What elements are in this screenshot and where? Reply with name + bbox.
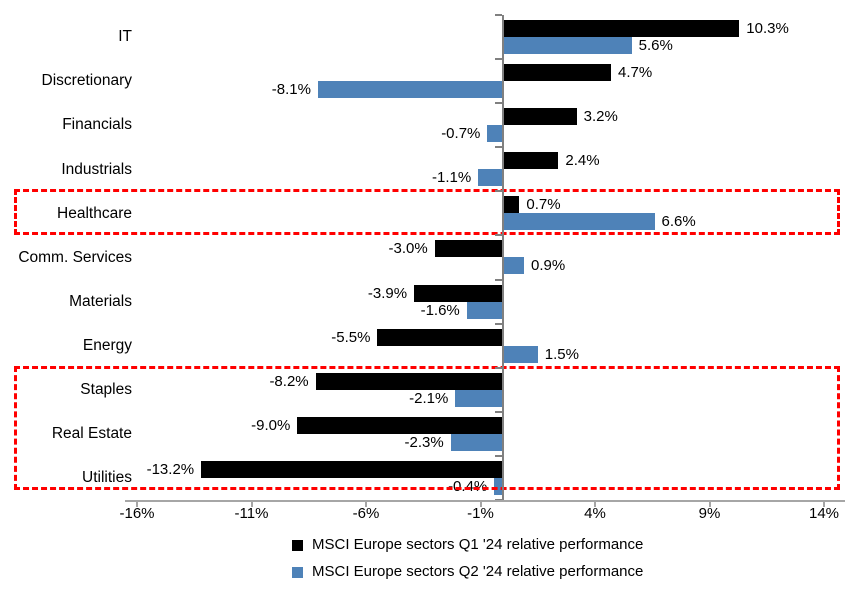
- category-axis-tick: [495, 234, 503, 237]
- legend-swatch-q2-icon: [292, 566, 303, 578]
- value-label-q2-8: -2.1%: [409, 389, 449, 407]
- category-axis-tick: [495, 410, 503, 413]
- value-axis-tick: [365, 500, 367, 507]
- q2-bar-3: [478, 169, 504, 187]
- value-axis-tick: [479, 500, 482, 507]
- value-label-q1-9: -9.0%: [251, 416, 291, 434]
- value-label-q1-10: -13.2%: [146, 460, 195, 478]
- value-label-q2-6: -1.6%: [420, 301, 460, 319]
- legend-label-q2: MSCI Europe sectors Q2 '24 relative perf…: [312, 563, 644, 580]
- value-axis-tick-label-5: 9%: [698, 505, 721, 522]
- value-label-q2-3: -1.1%: [432, 169, 472, 187]
- q2-bar-10: [494, 477, 504, 495]
- category-axis-tick: [495, 58, 503, 61]
- category-axis-tick: [495, 278, 503, 281]
- q2-bar-6: [466, 301, 504, 319]
- category-label-it: IT: [118, 28, 132, 46]
- value-label-q2-5: 0.9%: [531, 257, 566, 275]
- category-axis-tick: [495, 190, 503, 193]
- category-label-healthcare: Healthcare: [57, 204, 132, 222]
- value-axis-tick-label-2: -6%: [352, 505, 380, 522]
- q1-bar-5: [434, 240, 504, 258]
- q2-bar-7: [503, 345, 538, 363]
- value-label-q1-5: -3.0%: [388, 240, 428, 258]
- q2-bar-1: [317, 81, 504, 99]
- category-label-staples: Staples: [80, 381, 132, 398]
- value-axis-tick: [594, 500, 596, 507]
- q2-bar-2: [487, 125, 504, 143]
- value-label-q1-0: 10.3%: [746, 20, 789, 37]
- value-label-q2-4: 6.6%: [661, 213, 696, 231]
- value-axis-tick: [823, 500, 825, 507]
- q2-bar-9: [450, 433, 504, 451]
- category-label-real-estate: Real Estate: [51, 425, 132, 443]
- value-label-q1-7: -5.5%: [331, 328, 371, 346]
- value-label-q1-2: 3.2%: [583, 108, 618, 126]
- q1-bar-2: [503, 108, 577, 126]
- healthcare-highlight-box: [14, 189, 840, 236]
- value-axis-tick-label-4: 4%: [584, 505, 606, 522]
- q1-bar-1: [503, 64, 612, 82]
- value-axis-tick-label-6: 14%: [808, 505, 840, 522]
- q2-bar-0: [503, 37, 632, 54]
- legend-label-q1: MSCI Europe sectors Q1 '24 relative perf…: [312, 536, 644, 553]
- value-label-q1-4: 0.7%: [526, 196, 561, 214]
- q1-bar-4: [503, 196, 520, 214]
- value-axis-tick: [250, 500, 253, 507]
- value-axis-tick-label-1: -11%: [234, 505, 269, 522]
- category-label-discretionary: Discretionary: [41, 72, 132, 90]
- value-label-q1-1: 4.7%: [618, 64, 653, 82]
- value-axis-tick: [708, 500, 711, 507]
- q2-bar-8: [455, 389, 504, 407]
- category-label-materials: Materials: [69, 292, 132, 310]
- category-axis-line: [502, 15, 505, 500]
- category-axis-tick: [495, 454, 503, 457]
- category-axis-tick: [495, 366, 503, 369]
- legend-item-q2: MSCI Europe sectors Q2 '24 relative perf…: [292, 563, 643, 581]
- legend-swatch-q1-icon: [292, 539, 303, 551]
- value-label-q2-2: -0.7%: [441, 125, 481, 143]
- category-label-industrials: Industrials: [61, 160, 132, 178]
- category-label-comm-services: Comm. Services: [18, 248, 132, 266]
- category-axis-tick: [495, 146, 503, 149]
- q1-bar-7: [377, 328, 504, 346]
- staples-realestate-utilities-highlight-box: [14, 365, 840, 490]
- q1-bar-6: [414, 284, 504, 302]
- category-axis-tick: [495, 102, 503, 105]
- category-label-utilities: Utilities: [82, 469, 132, 487]
- value-label-q2-0: 5.6%: [638, 37, 673, 54]
- value-label-q2-10: -0.4%: [448, 477, 488, 495]
- value-axis-tick: [136, 500, 138, 507]
- category-label-energy: Energy: [82, 336, 132, 354]
- value-label-q2-7: 1.5%: [544, 345, 579, 363]
- legend-item-q1: MSCI Europe sectors Q1 '24 relative perf…: [292, 536, 643, 554]
- value-axis-line: [125, 500, 845, 502]
- value-label-q1-6: -3.9%: [367, 284, 408, 302]
- q1-bar-3: [503, 152, 559, 170]
- value-axis-tick-label-0: -16%: [119, 505, 155, 522]
- value-axis-tick-label-3: -1%: [467, 505, 494, 522]
- value-label-q1-3: 2.4%: [565, 152, 600, 170]
- value-label-q1-8: -8.2%: [269, 372, 309, 390]
- category-axis-tick: [495, 14, 503, 16]
- value-label-q2-1: -8.1%: [271, 81, 311, 99]
- q1-bar-9: [297, 416, 504, 434]
- q2-bar-4: [503, 213, 655, 231]
- value-label-q2-9: -2.3%: [404, 433, 444, 451]
- category-axis-tick: [495, 322, 503, 325]
- q1-bar-10: [201, 460, 504, 478]
- category-label-financials: Financials: [62, 116, 132, 134]
- q1-bar-8: [315, 372, 504, 390]
- q1-bar-0: [503, 20, 740, 37]
- q2-bar-5: [503, 257, 524, 275]
